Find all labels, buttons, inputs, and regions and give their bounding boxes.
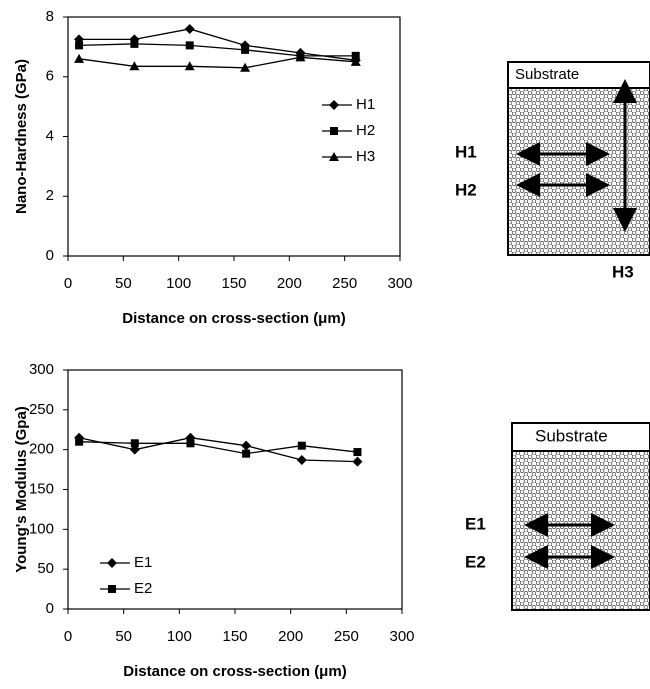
marker — [329, 100, 339, 110]
legend-label: E1 — [134, 554, 152, 571]
x-tick-label: 200 — [277, 275, 302, 292]
marker — [130, 439, 139, 448]
x-tick-label: 150 — [221, 275, 246, 292]
plot-area — [67, 369, 403, 610]
marker — [130, 39, 139, 48]
x-tick-label: 0 — [64, 275, 72, 292]
substrate-label: Substrate — [535, 426, 608, 445]
label: E1 — [465, 514, 486, 533]
marker — [353, 448, 362, 457]
marker — [108, 585, 116, 593]
x-tick-label: 150 — [222, 628, 247, 645]
x-tick-label: 100 — [167, 628, 192, 645]
x-tick-label: 50 — [115, 628, 132, 645]
y-axis-title: Young's Modulus (Gpa) — [13, 406, 30, 573]
marker — [330, 127, 338, 135]
substrate-box — [507, 61, 650, 89]
series-line — [79, 441, 358, 455]
marker — [185, 41, 194, 50]
marker — [184, 23, 195, 34]
series-line — [78, 56, 356, 69]
legend-label: H3 — [356, 148, 375, 165]
marker — [240, 62, 251, 72]
marker — [241, 440, 252, 451]
marker — [329, 152, 339, 161]
marker — [242, 449, 251, 458]
x-tick-label: 250 — [334, 628, 359, 645]
x-axis-title: Distance on cross-section (μm) — [123, 663, 346, 680]
y-tick-label: 6 — [46, 68, 54, 85]
marker — [129, 61, 140, 71]
marker — [350, 56, 361, 66]
y-tick-label: 0 — [46, 600, 54, 617]
marker — [107, 558, 117, 568]
y-tick-label: 100 — [29, 520, 54, 537]
y-tick-label: 8 — [46, 8, 54, 25]
x-tick-label: 100 — [166, 275, 191, 292]
marker — [74, 53, 85, 63]
x-tick-label: 300 — [389, 628, 414, 645]
series-line — [79, 43, 356, 57]
y-tick-label: 200 — [29, 441, 54, 458]
legend-label: E2 — [134, 580, 152, 597]
diagram: Substrate H1 H2 H3 — [455, 61, 650, 281]
marker — [75, 41, 84, 50]
substrate-box — [511, 422, 650, 452]
plot-area — [67, 16, 401, 257]
x-tick-label: 50 — [115, 275, 132, 292]
x-tick-label: 250 — [332, 275, 357, 292]
label: H2 — [455, 180, 477, 199]
series-line — [79, 28, 356, 61]
label: H3 — [612, 262, 634, 281]
marker — [297, 441, 306, 450]
y-tick-label: 0 — [46, 247, 54, 264]
x-tick-label: 200 — [278, 628, 303, 645]
x-axis-title: Distance on cross-section (μm) — [122, 310, 345, 327]
y-tick-label: 150 — [29, 480, 54, 497]
marker — [241, 45, 250, 54]
y-axis-title: Nano-Hardness (GPa) — [13, 59, 30, 214]
marker — [352, 456, 363, 467]
marker — [75, 437, 84, 446]
diagram: Substrate E1 E2 — [465, 422, 650, 611]
label: H1 — [455, 142, 477, 161]
y-tick-label: 250 — [29, 401, 54, 418]
substrate-label: Substrate — [515, 66, 579, 83]
legend-label: H2 — [356, 122, 375, 139]
y-tick-label: 4 — [46, 127, 54, 144]
coating — [507, 87, 650, 256]
y-tick-label: 300 — [29, 361, 54, 378]
legend-label: H1 — [356, 96, 375, 113]
marker — [296, 455, 307, 466]
marker — [186, 439, 195, 448]
series-line — [78, 437, 358, 463]
y-tick-label: 50 — [37, 560, 54, 577]
label: E2 — [465, 552, 486, 571]
y-tick-label: 2 — [46, 187, 54, 204]
marker — [295, 52, 306, 62]
marker — [184, 61, 195, 71]
x-tick-label: 0 — [64, 628, 72, 645]
marker — [351, 51, 360, 60]
coating — [511, 450, 650, 611]
x-tick-label: 300 — [387, 275, 412, 292]
